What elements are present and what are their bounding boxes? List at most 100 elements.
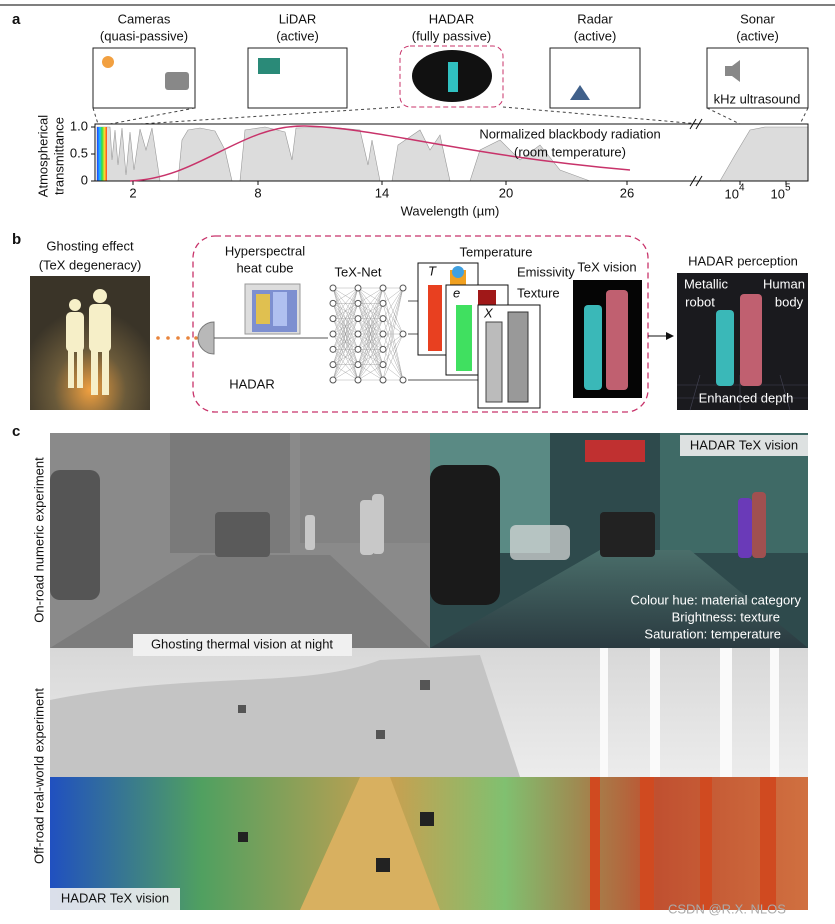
sensor-name: LiDAR [279, 11, 317, 26]
symbol: X [483, 305, 494, 320]
decor [590, 777, 600, 910]
label: heat cube [236, 260, 293, 275]
label: Texture [517, 285, 560, 300]
node [354, 345, 362, 353]
decor [92, 107, 99, 125]
decor [507, 311, 529, 403]
label: TeX vision [577, 259, 636, 274]
decor [97, 127, 107, 181]
edge [357, 287, 384, 381]
hadar-sensor [197, 321, 215, 355]
group [66, 289, 111, 395]
edge [382, 287, 404, 350]
decor [256, 294, 270, 324]
symbol: T [428, 263, 437, 278]
sensor-mode: (fully passive) [412, 28, 491, 43]
label: Emissivity [517, 264, 575, 279]
edge [357, 287, 384, 335]
edge [332, 287, 359, 350]
decor [689, 374, 701, 411]
node [379, 299, 387, 307]
decor [650, 648, 660, 777]
decor [156, 336, 160, 340]
decor [96, 126, 809, 182]
decor [50, 655, 520, 777]
x-tick-exp: 5 [785, 183, 791, 194]
decor [485, 321, 503, 403]
edge [332, 287, 359, 365]
decor [68, 350, 74, 388]
decor [93, 289, 107, 303]
y-tick-label: 0 [81, 172, 88, 187]
x-axis-label: Wavelength (µm) [401, 203, 500, 218]
decor [91, 350, 98, 395]
decor [760, 777, 776, 910]
label: Metallic [684, 276, 729, 291]
decor [238, 705, 246, 713]
edge [382, 349, 404, 381]
edge [382, 287, 404, 304]
decor [102, 350, 109, 395]
decor [176, 336, 180, 340]
label: TeX-Net [335, 264, 382, 279]
decor [50, 470, 100, 600]
edge [382, 287, 404, 335]
icon [448, 62, 458, 92]
watermark: CSDN @R.X. NLOS [668, 901, 786, 916]
y-tick-label: 0.5 [70, 145, 88, 160]
sensor-mode: (active) [736, 28, 779, 43]
node [379, 376, 387, 384]
label: HADAR [229, 376, 275, 391]
annotation: Normalized blackbody radiation [479, 126, 660, 141]
sensor-name: Sonar [740, 11, 775, 26]
decor [420, 812, 434, 826]
decor [89, 304, 111, 352]
decor [430, 465, 500, 605]
group [600, 648, 779, 777]
decor [430, 550, 808, 648]
node [354, 299, 362, 307]
decor [720, 648, 732, 777]
tex-net [329, 284, 478, 384]
node [354, 315, 362, 323]
tag: Ghosting thermal vision at night [151, 636, 333, 651]
decor [752, 492, 766, 558]
row-label: Off-road real-world experiment [31, 688, 46, 864]
ghost-forest-image [50, 648, 808, 777]
decor [273, 292, 287, 326]
row-label: On-road numeric experiment [31, 457, 46, 623]
decor [695, 118, 703, 130]
y-axis-label: Atmospherical [35, 115, 50, 197]
symbol: e [453, 285, 460, 300]
icon [570, 85, 590, 100]
decor [360, 500, 374, 555]
edge [332, 287, 359, 304]
edge [357, 303, 384, 381]
decor [510, 525, 570, 560]
ghost-road-image [50, 433, 430, 648]
label: HADAR perception [688, 253, 798, 268]
node [329, 299, 337, 307]
decor [194, 336, 198, 340]
edge [357, 333, 384, 381]
node [354, 330, 362, 338]
y-tick-label: 1.0 [70, 118, 88, 133]
decor [680, 435, 808, 456]
sensor-mode: (active) [574, 28, 617, 43]
decor [109, 107, 196, 125]
decor [166, 336, 170, 340]
decor [452, 266, 464, 278]
transmittance-plot [94, 118, 809, 187]
sonar-caption: kHz ultrasound [714, 91, 801, 106]
group [92, 106, 809, 125]
decor [689, 175, 697, 187]
sensor-row: Cameras (quasi-passive) LiDAR (active) HADAR… [92, 11, 809, 109]
decor [94, 123, 809, 182]
edge [332, 287, 359, 381]
node [329, 330, 337, 338]
icon [725, 60, 740, 82]
sensor-name: HADAR [429, 11, 475, 26]
decor [584, 305, 602, 390]
edge [382, 333, 404, 365]
